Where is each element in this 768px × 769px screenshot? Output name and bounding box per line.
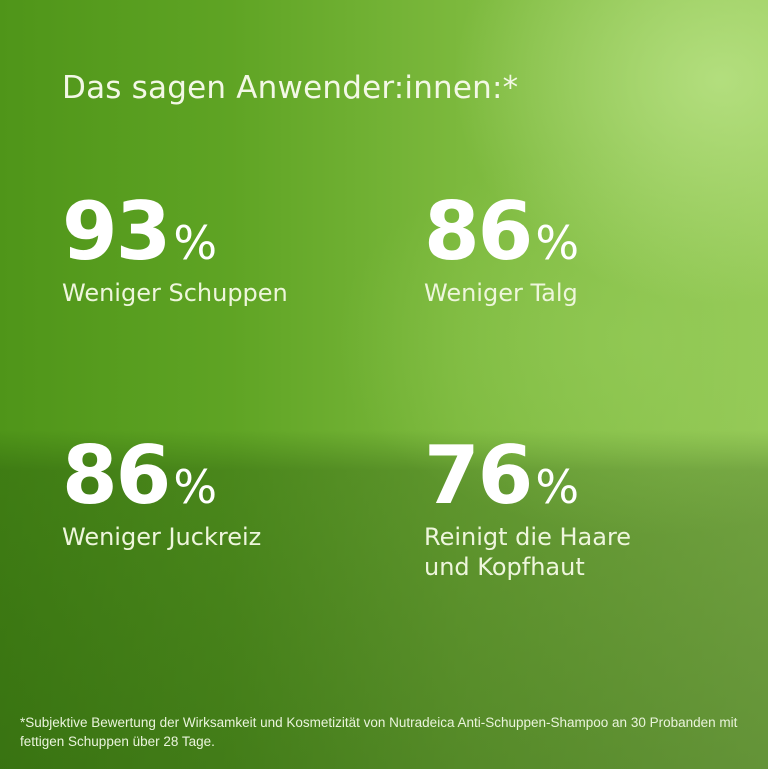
stat-value-row: 86 % (424, 192, 579, 272)
stat-value-row: 76 % (424, 436, 631, 516)
percent-sign: % (535, 460, 580, 514)
stat-label: Reinigt die Haare und Kopfhaut (424, 523, 632, 581)
stat-cleans-hair-scalp: 76 % Reinigt die Haare und Kopfhaut (424, 436, 631, 582)
stat-less-itching: 86 % Weniger Juckreiz (62, 436, 261, 552)
headline: Das sagen Anwender:innen:* (62, 70, 519, 106)
stat-value-row: 93 % (62, 192, 288, 272)
stat-value: 86 (62, 429, 171, 522)
stat-value-row: 86 % (62, 436, 261, 516)
stat-label: Weniger Talg (424, 279, 578, 307)
footnote: *Subjektive Bewertung der Wirksamkeit un… (20, 715, 738, 749)
percent-sign: % (173, 460, 218, 514)
stat-label: Weniger Juckreiz (62, 523, 262, 551)
percent-sign: % (535, 216, 580, 270)
stat-value: 86 (424, 185, 533, 278)
stat-less-dandruff: 93 % Weniger Schuppen (62, 192, 288, 308)
stat-label: Weniger Schuppen (62, 279, 288, 307)
stat-value: 76 (424, 429, 533, 522)
percent-sign: % (173, 216, 218, 270)
stat-value: 93 (62, 185, 171, 278)
stat-less-sebum: 86 % Weniger Talg (424, 192, 579, 308)
